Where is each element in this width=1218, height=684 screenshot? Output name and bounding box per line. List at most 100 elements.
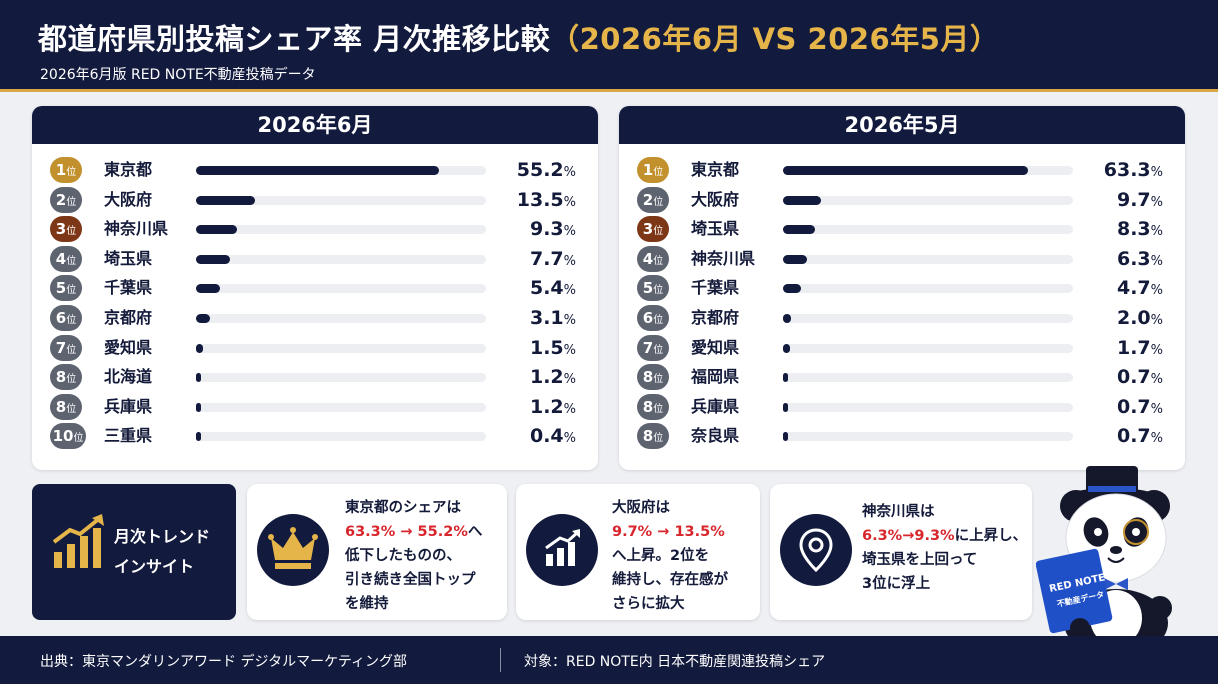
data-label: 0.7%: [1117, 364, 1163, 393]
rank-suffix: 位: [653, 433, 664, 445]
title-main: 都道府県別投稿シェア率 月次推移比較: [38, 22, 551, 56]
insight-line: を維持: [345, 596, 389, 612]
bar: [783, 225, 816, 235]
insight-text: へ: [467, 524, 483, 540]
chart-row: 3位 埼玉県 8.3%: [619, 215, 1185, 243]
rank-number: 8: [55, 368, 67, 387]
value-number: 63.3: [1103, 159, 1151, 181]
rank-badge: 6位: [637, 305, 669, 331]
rank-number: 3: [642, 220, 654, 239]
prefecture-label: 京都府: [104, 308, 153, 327]
bar: [783, 343, 790, 353]
prefecture-label: 神奈川県: [104, 219, 169, 239]
bar: [196, 314, 210, 323]
rank-number: 10: [52, 427, 74, 446]
rank-number: 4: [642, 249, 654, 268]
rank-badge: 8位: [637, 364, 669, 391]
value-unit: %: [1150, 342, 1163, 358]
panel-may: 2026年5月 1位 東京都 63.3% 2位 大阪府 9.7% 3位 埼玉県 8.3% 4位 神奈…: [619, 106, 1185, 470]
panel-june: 2026年6月 1位 東京都 55.2% 2位 大阪府 13.5% 3位 神奈川県 9.3% 4位…: [32, 106, 598, 470]
rank-suffix: 位: [653, 374, 664, 386]
value-unit: %: [563, 194, 576, 210]
value-unit: %: [1150, 224, 1163, 240]
insight-card-tokyo: 東京都のシェアは 63.3% → 55.2%へ 低下したものの、 引き続き全国ト…: [247, 484, 507, 620]
prefecture-label: 兵庫県: [691, 396, 740, 416]
data-label: 13.5%: [517, 187, 576, 216]
value-number: 55.2: [516, 159, 564, 181]
insight-line: 引き続き全国トップ: [345, 572, 476, 588]
data-label: 9.7%: [1117, 187, 1163, 216]
bar-track: [783, 314, 1073, 323]
data-label: 8.3%: [1117, 216, 1163, 245]
insight-highlight: 6.3%→9.3%: [862, 528, 955, 544]
prefecture-label: 兵庫県: [104, 396, 153, 416]
page-subtitle: 2026年6月版 RED NOTE不動産投稿データ: [40, 67, 316, 83]
rank-number: 7: [642, 338, 654, 357]
location-pin-icon-circle: [780, 514, 852, 586]
insight-line: 9.7% → 13.5%: [612, 520, 728, 544]
rising-bars-icon: [545, 529, 580, 566]
value-number: 0.4: [529, 425, 564, 448]
bar-track: [196, 254, 486, 264]
value-number: 6.3: [1116, 247, 1151, 270]
chart-row: 2位 大阪府 13.5%: [32, 186, 598, 214]
rank-number: 8: [642, 397, 654, 416]
prefecture-label: 福岡県: [691, 367, 740, 387]
bar-track: [196, 195, 486, 205]
rank-number: 2: [55, 190, 67, 209]
insight-line: 大阪府は: [612, 500, 670, 516]
value-number: 1.2: [529, 395, 564, 418]
value-unit: %: [1150, 165, 1163, 180]
rank-badge: 4位: [637, 245, 669, 272]
insight-line: 維持し、存在感が: [612, 572, 728, 588]
insight-text-osaka: 大阪府は 9.7% → 13.5% へ上昇。2位を 維持し、存在感が さらに拡大: [612, 496, 728, 616]
bar: [196, 225, 237, 235]
rank-number: 8: [642, 427, 654, 446]
rank-suffix: 位: [73, 433, 84, 445]
rank-number: 5: [642, 279, 654, 298]
chart-row: 8位 兵庫県 1.2%: [32, 393, 598, 421]
rank-badge: 2位: [637, 186, 669, 213]
insight-highlight: 63.3% → 55.2%: [345, 524, 468, 540]
insight-line: 3位に浮上: [862, 576, 931, 592]
value-unit: %: [1150, 313, 1163, 328]
insight-text: に上昇し、: [954, 528, 1028, 544]
bar: [783, 314, 791, 323]
bar-track: [783, 373, 1073, 383]
rank-suffix: 位: [66, 285, 77, 297]
insight-line: へ上昇。2位を: [612, 548, 710, 564]
rank-badge: 8位: [50, 364, 82, 391]
prefecture-label: 神奈川県: [691, 248, 756, 268]
prefecture-label: 東京都: [104, 160, 153, 179]
rank-number: 4: [55, 249, 67, 268]
insight-line: 63.3% → 55.2%へ: [345, 520, 482, 544]
insight-text-kanagawa: 神奈川県は 6.3%→9.3%に上昇し、 埼玉県を上回って 3位に浮上: [862, 500, 1027, 596]
bar-track: [783, 166, 1073, 175]
bar-track: [196, 166, 486, 175]
value-number: 9.3: [529, 218, 564, 241]
bar: [196, 402, 202, 412]
chart-row: 2位 大阪府 9.7%: [619, 186, 1185, 214]
footer-divider: [500, 648, 501, 672]
bar: [783, 166, 1028, 175]
rank-suffix: 位: [653, 167, 664, 178]
bar-track: [783, 225, 1073, 235]
insight-line: さらに拡大: [612, 596, 685, 612]
value-unit: %: [563, 313, 576, 328]
growth-chart-icon: [52, 514, 104, 568]
prefecture-label: 愛知県: [691, 337, 740, 357]
bar-track: [196, 432, 486, 442]
chart-row: 10位 三重県 0.4%: [32, 422, 598, 450]
rank-badge: 8位: [50, 393, 82, 420]
data-label: 0.7%: [1117, 394, 1163, 423]
rank-number: 8: [55, 397, 67, 416]
value-unit: %: [563, 401, 576, 417]
header: 都道府県別投稿シェア率 月次推移比較（2026年6月 VS 2026年5月） 2…: [0, 0, 1218, 92]
chart-row: 1位 東京都 63.3%: [619, 156, 1185, 184]
rank-badge: 8位: [637, 393, 669, 420]
prefecture-label: 北海道: [104, 367, 153, 387]
rank-number: 2: [642, 190, 654, 209]
rising-bars-icon-circle: [526, 514, 598, 586]
rank-badge: 2位: [50, 186, 82, 213]
insight-label: 月次トレンド インサイト: [114, 527, 211, 576]
